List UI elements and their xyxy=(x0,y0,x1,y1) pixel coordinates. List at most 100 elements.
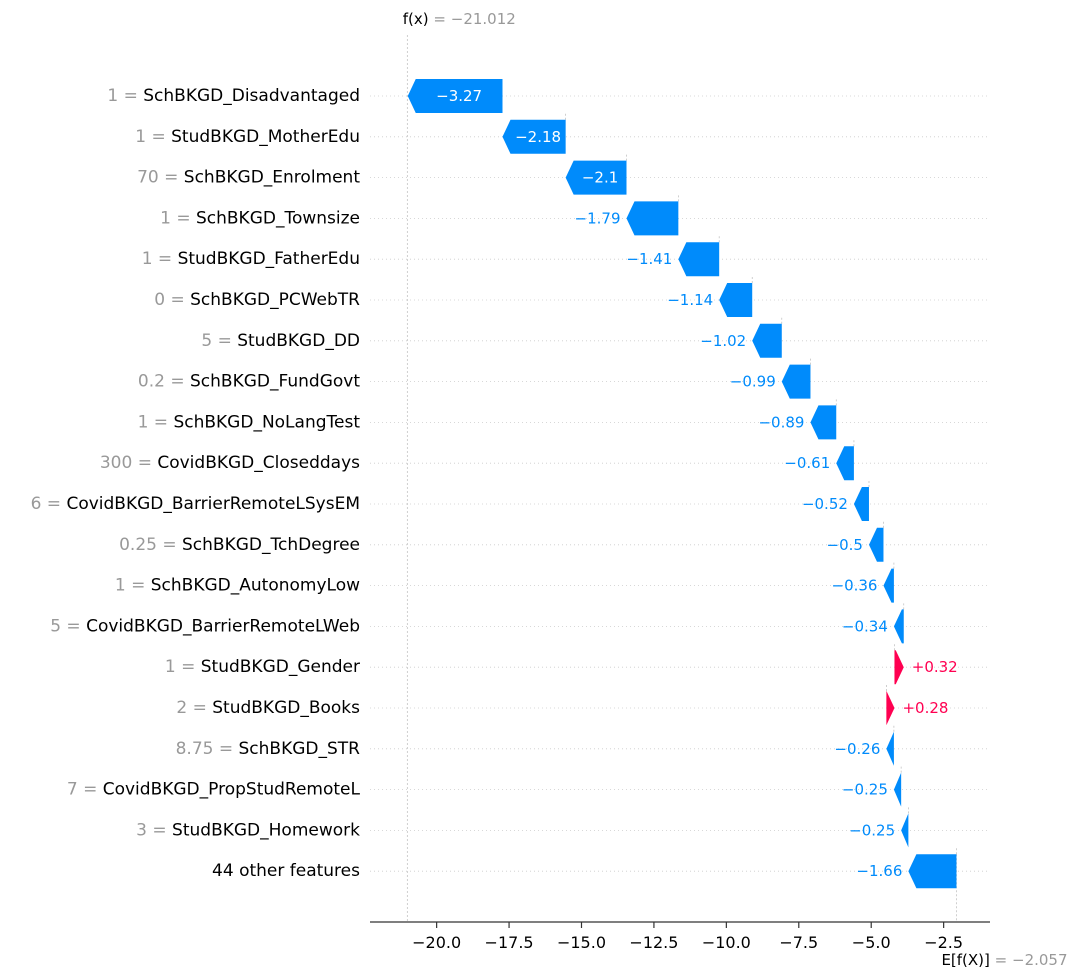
contribution-bars xyxy=(407,79,957,889)
feature-label: 1 = SchBKGD_AutonomyLow xyxy=(115,576,360,596)
feature-value: 5 = xyxy=(50,616,86,636)
feature-label: 1 = StudBKGD_Gender xyxy=(165,657,360,677)
feature-name: StudBKGD_Books xyxy=(212,698,360,718)
feature-name: StudBKGD_FatherEdu xyxy=(178,249,360,269)
feature-label: 300 = CovidBKGD_Closeddays xyxy=(100,453,360,473)
feature-label: 1 = SchBKGD_Townsize xyxy=(160,208,360,228)
bar-value-label: −1.41 xyxy=(626,250,672,268)
bar-value-label: −2.1 xyxy=(582,169,618,187)
feature-value: 1 = xyxy=(165,657,201,677)
contribution-bar xyxy=(868,527,884,562)
feature-name: SchBKGD_Enrolment xyxy=(184,168,361,188)
bar-value-label: −1.66 xyxy=(856,862,902,880)
feature-label: 0.2 = SchBKGD_FundGovt xyxy=(138,372,360,392)
contribution-bar xyxy=(908,854,957,889)
feature-name: SchBKGD_AutonomyLow xyxy=(151,576,360,596)
feature-label: 6 = CovidBKGD_BarrierRemoteLSysEM xyxy=(31,494,360,514)
contribution-bar xyxy=(502,119,566,154)
contribution-labels: −3.27 −2.18 −2.1 −1.79 −1.41 −1.14 −1.02 −0.99 −… xyxy=(436,87,958,880)
feature-label: 1 = SchBKGD_Disadvantaged xyxy=(107,86,360,106)
x-tick-label: −10.0 xyxy=(702,933,751,952)
feature-value: 8.75 = xyxy=(176,739,239,759)
x-tick-label: −15.0 xyxy=(557,933,606,952)
feature-value: 1 = xyxy=(115,576,151,596)
bar-value-label: −0.61 xyxy=(784,454,830,472)
feature-name: StudBKGD_MotherEdu xyxy=(171,127,360,147)
feature-label: 70 = SchBKGD_Enrolment xyxy=(137,168,360,188)
feature-value: 2 = xyxy=(176,698,212,718)
feature-value: 0 = xyxy=(154,290,190,310)
contribution-bar xyxy=(752,323,782,358)
feature-label: 44 other features xyxy=(212,861,360,881)
contribution-bar xyxy=(836,446,854,481)
feature-name: StudBKGD_Homework xyxy=(172,820,360,840)
feature-label: 5 = StudBKGD_DD xyxy=(201,331,360,351)
contribution-bar xyxy=(886,691,895,725)
feature-label: 2 = StudBKGD_Books xyxy=(176,698,360,718)
feature-value: 5 = xyxy=(201,331,237,351)
feature-value: 70 = xyxy=(137,168,184,188)
contribution-bar xyxy=(894,650,904,685)
feature-name: SchBKGD_NoLangTest xyxy=(173,412,360,432)
feature-name: StudBKGD_DD xyxy=(237,331,360,351)
feature-value: 300 = xyxy=(100,453,158,473)
feature-value: 7 = xyxy=(67,780,103,800)
feature-label: 1 = StudBKGD_MotherEdu xyxy=(135,127,360,147)
feature-name: SchBKGD_STR xyxy=(239,739,361,759)
bar-value-label: −0.25 xyxy=(849,821,895,839)
feature-value: 1 = xyxy=(138,412,174,432)
feature-label: 0.25 = SchBKGD_TchDegree xyxy=(119,535,360,555)
bar-value-label: −0.5 xyxy=(827,536,863,554)
x-axis: −20.0 −17.5 −15.0 −12.5 −10.0 −7.5 −5.0 −2.5 xyxy=(370,921,990,952)
contribution-bar xyxy=(886,731,894,766)
feature-name: CovidBKGD_BarrierRemoteLWeb xyxy=(86,616,360,636)
bar-value-label: −0.89 xyxy=(758,413,804,431)
bar-value-label: −0.99 xyxy=(730,373,776,391)
contribution-bar xyxy=(565,160,627,195)
x-tick-label: −5.0 xyxy=(852,933,891,952)
feature-value: 1 = xyxy=(142,249,178,269)
expected-value-annotation: E[f(X)] = −2.057 xyxy=(941,951,1067,969)
feature-label: 1 = StudBKGD_FatherEdu xyxy=(142,249,360,269)
bar-value-label: −0.26 xyxy=(834,740,880,758)
feature-value: 1 = xyxy=(107,86,143,106)
contribution-bar xyxy=(810,405,837,440)
bar-value-label: −0.25 xyxy=(842,781,888,799)
x-tick-label: −20.0 xyxy=(412,933,461,952)
bar-value-label: +0.32 xyxy=(912,658,958,676)
feature-name: SchBKGD_TchDegree xyxy=(182,535,360,555)
bar-value-label: −1.14 xyxy=(667,291,713,309)
feature-name: SchBKGD_Townsize xyxy=(196,208,360,228)
feature-label: 1 = SchBKGD_NoLangTest xyxy=(138,412,361,432)
x-tick-label: −2.5 xyxy=(924,933,963,952)
feature-name: StudBKGD_Gender xyxy=(201,657,360,677)
feature-value: 0.2 = xyxy=(138,372,190,392)
x-tick-label: −12.5 xyxy=(629,933,678,952)
bar-value-label: −1.02 xyxy=(700,332,746,350)
row-gridlines xyxy=(370,95,990,872)
feature-name: CovidBKGD_Closeddays xyxy=(157,453,360,473)
bar-value-label: +0.28 xyxy=(902,699,948,717)
x-tick-label: −7.5 xyxy=(779,933,818,952)
fx-annotation: f(x) = −21.012 xyxy=(403,10,516,28)
x-tick-label: −17.5 xyxy=(485,933,534,952)
bar-value-label: −0.34 xyxy=(842,617,888,635)
contribution-bar xyxy=(893,772,902,807)
contribution-bar xyxy=(719,283,753,317)
contribution-bar xyxy=(781,364,811,399)
feature-value: 1 = xyxy=(135,127,171,147)
bar-value-label: −0.36 xyxy=(832,577,878,595)
feature-name: SchBKGD_FundGovt xyxy=(190,372,360,392)
contribution-bar xyxy=(893,609,904,644)
contribution-bar xyxy=(853,487,869,521)
feature-value: 0.25 = xyxy=(119,535,182,555)
bar-value-label: −3.27 xyxy=(436,87,482,105)
feature-value: 6 = xyxy=(31,494,67,514)
contribution-bar xyxy=(407,79,503,113)
feature-name: SchBKGD_Disadvantaged xyxy=(143,86,360,106)
bar-value-label: −0.52 xyxy=(802,495,848,513)
feature-name: CovidBKGD_PropStudRemoteL xyxy=(103,780,361,800)
feature-label: 8.75 = SchBKGD_STR xyxy=(176,739,361,759)
